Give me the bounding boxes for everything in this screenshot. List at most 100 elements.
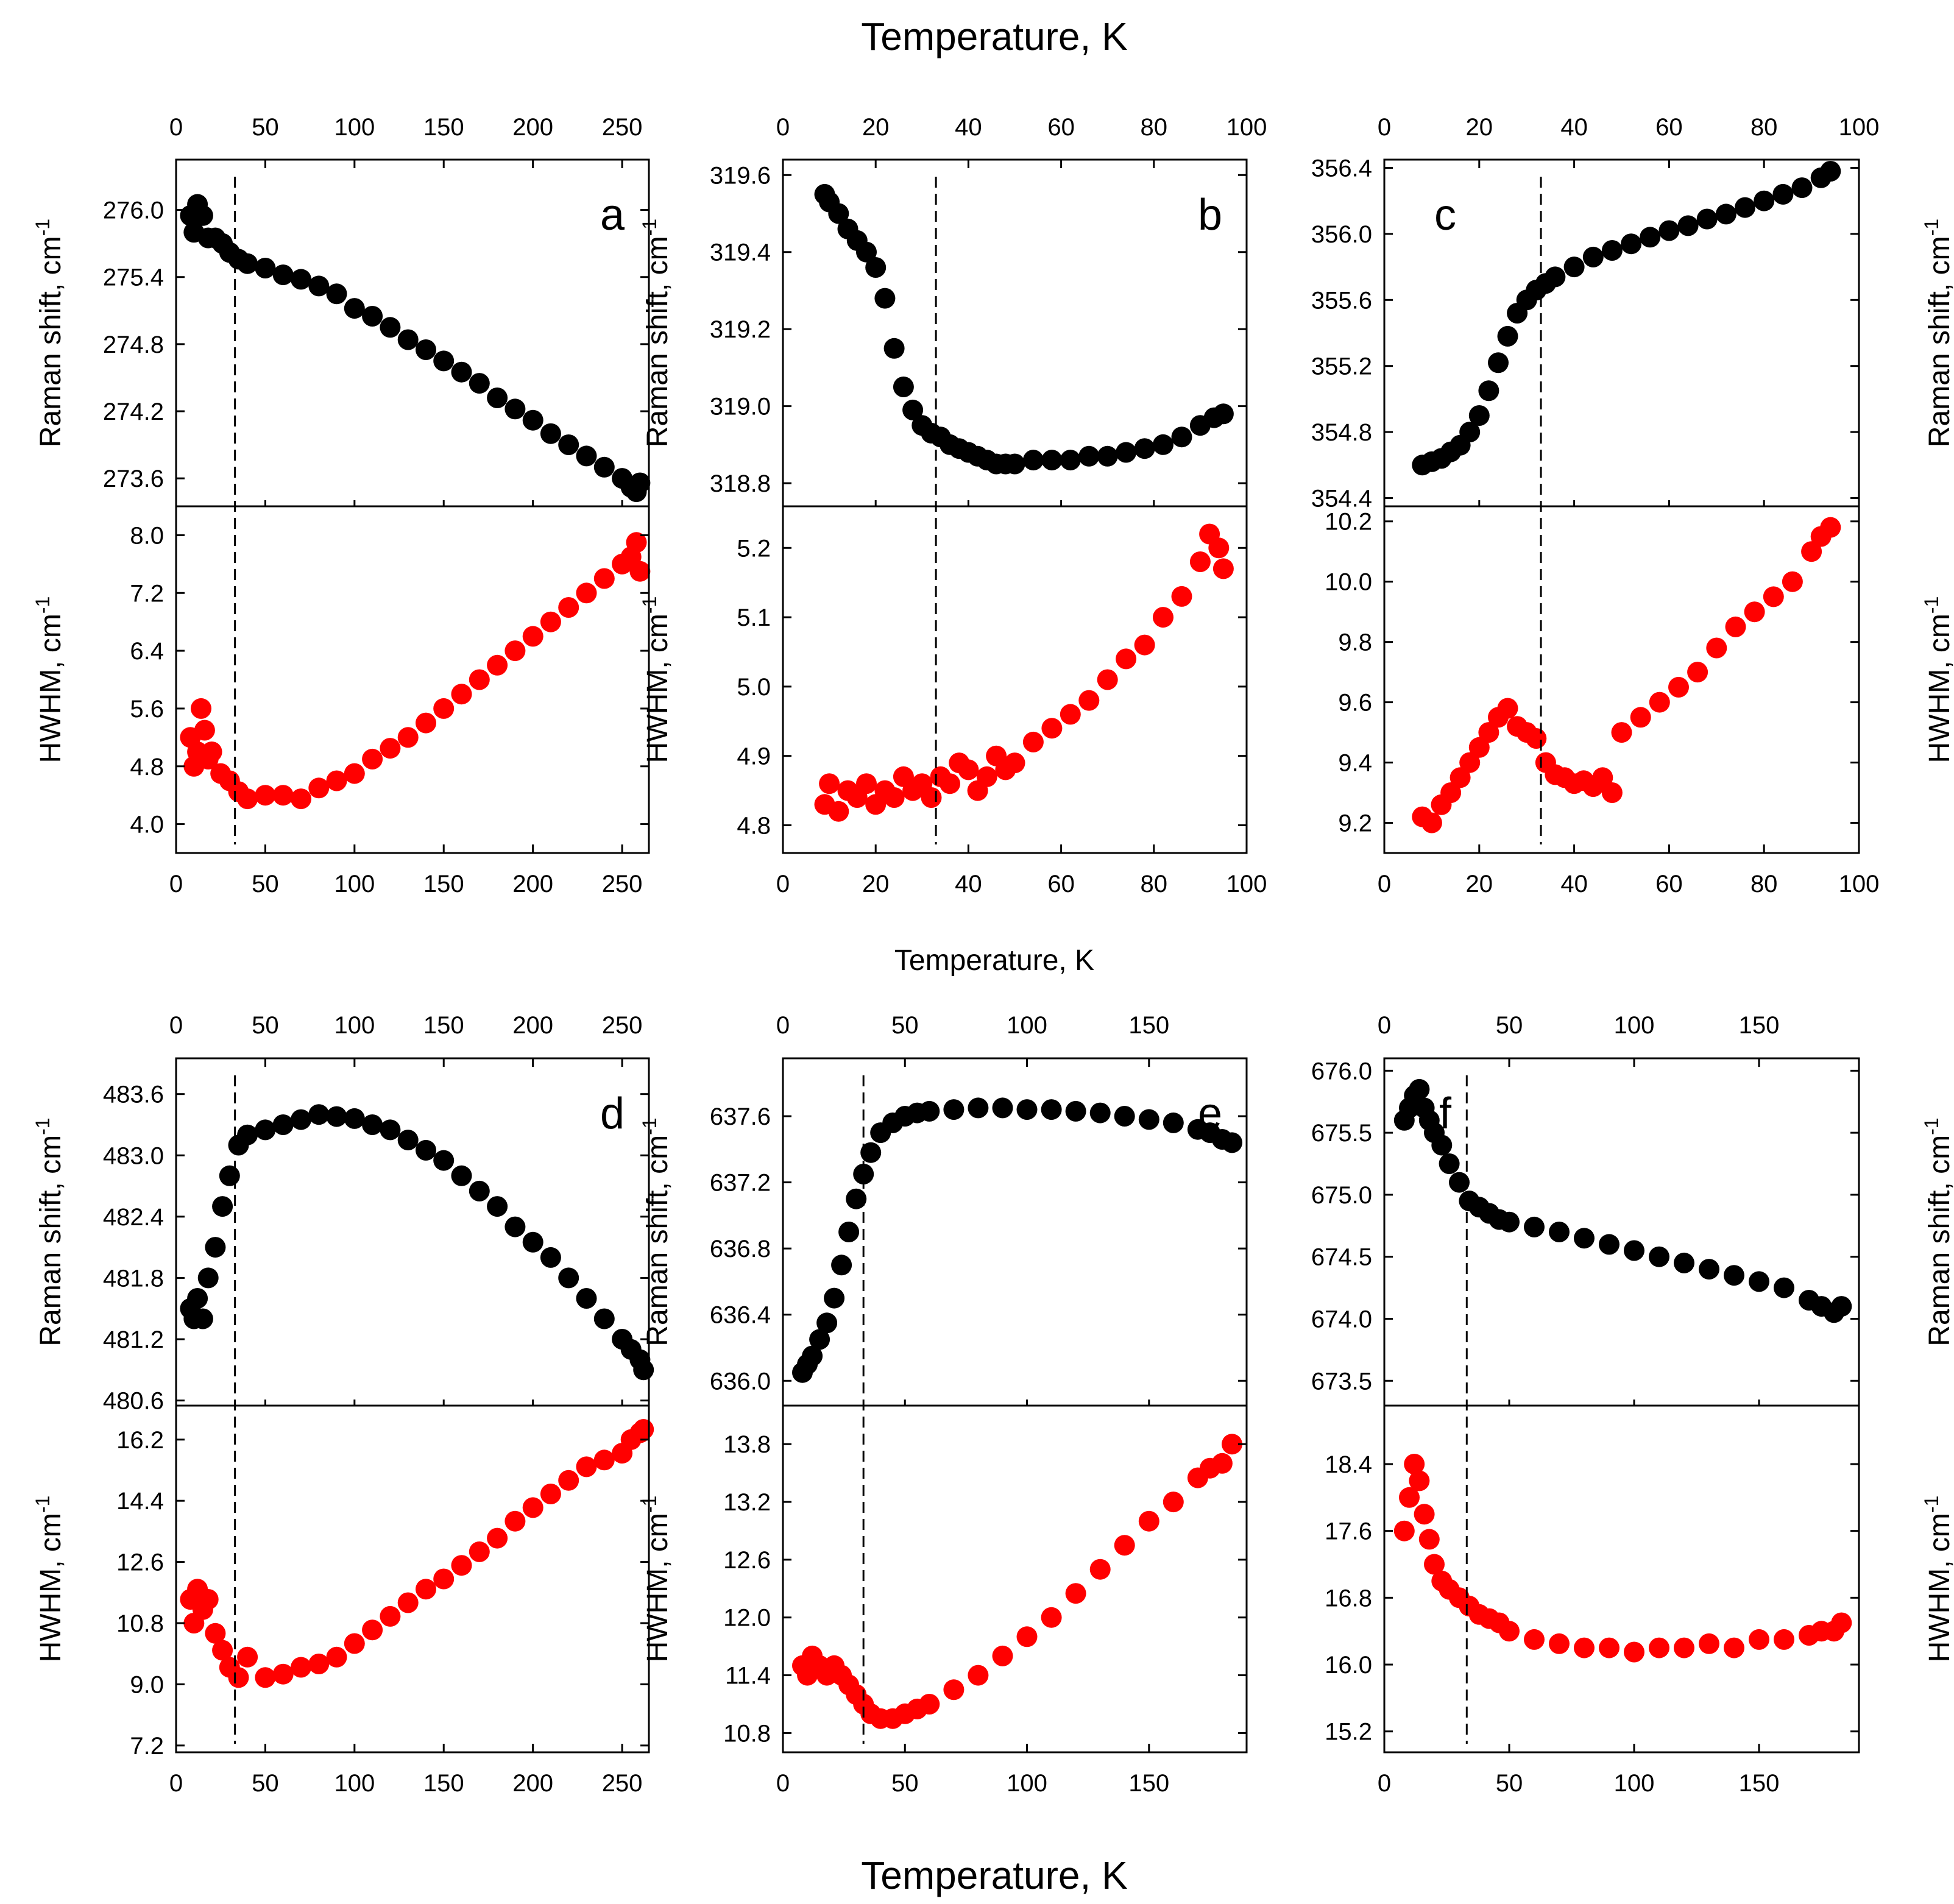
x-tick-label-bottom: 20 (862, 871, 890, 897)
data-point-raman-d (416, 1139, 436, 1161)
panel-c: 354.4 354.8 355.2 355.6 356.0 356.4 Raman shif… (1311, 114, 1954, 897)
data-point-hwhm-d (228, 1667, 249, 1688)
data-point-hwhm-c (1601, 782, 1623, 803)
data-point-hwhm-c (1459, 752, 1481, 773)
data-point-raman-d (326, 1106, 347, 1127)
data-point-raman-a (504, 398, 526, 420)
data-point-hwhm-b (1097, 669, 1118, 690)
data-point-raman-d (633, 1359, 654, 1381)
x-tick-label-top: 250 (602, 114, 643, 141)
data-point-hwhm-f (1749, 1629, 1769, 1650)
data-point-raman-b (1153, 434, 1173, 455)
data-point-hwhm-d (522, 1497, 543, 1518)
data-point-hwhm-d (593, 1449, 615, 1471)
data-point-raman-f (1431, 1134, 1453, 1156)
data-point-raman-c (1459, 422, 1481, 443)
y-axis-title-raman: Raman shift, cm-1 (639, 219, 674, 447)
y-tick-label-raman: 355.2 (1311, 353, 1372, 380)
x-tick-label-bottom: 50 (891, 1770, 919, 1797)
y-tick-label-raman: 636.8 (710, 1236, 771, 1262)
data-point-raman-a (255, 258, 276, 278)
data-point-raman-d (212, 1196, 233, 1217)
data-point-hwhm-b (940, 773, 960, 795)
data-point-raman-b (1212, 403, 1234, 425)
data-point-hwhm-e (1211, 1453, 1233, 1474)
x-tick-label-bottom: 250 (602, 871, 643, 897)
x-tick-label-bottom: 50 (252, 871, 279, 897)
data-point-raman-b (856, 241, 877, 263)
data-point-hwhm-d (433, 1568, 455, 1590)
y-tick-label-hwhm: 18.4 (1325, 1451, 1372, 1478)
y-tick-label-hwhm: 12.6 (723, 1547, 771, 1574)
y-tick-label-raman: 674.0 (1311, 1306, 1372, 1333)
data-point-hwhm-c (1782, 571, 1803, 592)
data-point-raman-a (451, 361, 472, 383)
data-point-raman-d (219, 1165, 240, 1186)
data-point-hwhm-c (1611, 722, 1632, 743)
y-tick-label-raman: 636.0 (710, 1368, 771, 1395)
data-point-raman-f (1774, 1277, 1794, 1298)
subplot-raman-a: 273.6 274.2 274.8 275.4 276.0 Raman shift, cm… (32, 194, 651, 503)
data-point-raman-c (1478, 380, 1499, 402)
data-point-raman-e (809, 1329, 830, 1350)
data-point-hwhm-c (1478, 722, 1499, 743)
data-point-hwhm-b (828, 801, 849, 822)
data-point-hwhm-f (1699, 1633, 1719, 1654)
data-point-raman-d (237, 1124, 258, 1145)
data-point-raman-b (1004, 453, 1025, 475)
data-point-hwhm-a (201, 741, 222, 762)
data-point-hwhm-c (1421, 812, 1442, 833)
y-tick-label-hwhm: 5.1 (737, 604, 771, 631)
x-tick-label-top: 100 (334, 1012, 375, 1039)
y-axis-title-raman: Raman shift, cm-1 (32, 1117, 67, 1346)
data-point-hwhm-d (469, 1541, 490, 1562)
data-point-hwhm-c (1592, 767, 1613, 788)
data-point-hwhm-e (919, 1694, 940, 1715)
y-tick-label-raman: 675.5 (1311, 1120, 1372, 1147)
y-tick-label-hwhm: 5.0 (737, 674, 771, 701)
data-point-hwhm-a (272, 785, 294, 806)
y-tick-label-raman: 356.0 (1311, 221, 1372, 248)
data-point-raman-f (1549, 1222, 1570, 1242)
y-tick-label-raman: 273.6 (103, 465, 164, 492)
data-point-raman-b (865, 257, 887, 278)
data-point-raman-b (1171, 426, 1192, 448)
panel-b: 318.8 319.0 319.2 319.4 319.6 Raman shift, cm… (639, 114, 1267, 897)
data-point-raman-e (853, 1164, 874, 1184)
data-point-raman-f (1624, 1240, 1644, 1261)
panel-letter-b: b (1198, 191, 1222, 239)
panel-letter-e: e (1198, 1089, 1222, 1138)
data-point-hwhm-c (1706, 637, 1727, 659)
data-point-raman-c (1621, 233, 1642, 255)
y-axis-title-hwhm: HWHM, cm-1 (639, 1496, 674, 1663)
data-point-hwhm-a (629, 561, 651, 582)
data-point-hwhm-a (451, 684, 472, 705)
x-tick-label-bottom: 0 (1378, 871, 1391, 897)
data-point-raman-a (540, 423, 561, 444)
subplot-raman-d: 480.6 481.2 481.8 482.4 483.0 483.6 Raman shif… (32, 1081, 654, 1415)
x-tick-label-top: 200 (512, 1012, 553, 1039)
data-point-raman-e (860, 1142, 882, 1163)
data-point-raman-e (824, 1287, 845, 1309)
data-point-raman-f (1574, 1228, 1595, 1249)
data-point-hwhm-e (943, 1679, 965, 1701)
y-tick-label-raman: 354.8 (1311, 419, 1372, 446)
x-tick-label-top: 80 (1141, 114, 1168, 141)
y-tick-label-raman: 675.0 (1311, 1182, 1372, 1209)
data-point-hwhm-b (1116, 648, 1137, 670)
data-point-raman-b (893, 377, 914, 397)
data-point-hwhm-b (1153, 607, 1173, 628)
data-point-raman-d (558, 1267, 579, 1289)
data-point-raman-c (1677, 215, 1699, 236)
data-point-hwhm-b (1171, 586, 1192, 607)
data-point-raman-d (362, 1114, 383, 1135)
y-tick-label-hwhm: 16.8 (1325, 1585, 1372, 1612)
panel-f: 673.5 674.0 674.5 675.0 675.5 676.0 Raman shif… (1311, 1012, 1954, 1797)
y-axis-title-raman: Raman shift, cm-1 (32, 219, 67, 447)
y-tick-label-hwhm: 9.4 (1338, 750, 1372, 777)
data-point-hwhm-a (397, 727, 419, 748)
data-point-hwhm-d (451, 1555, 472, 1576)
data-point-raman-a (558, 434, 579, 455)
y-tick-label-hwhm: 8.0 (130, 522, 164, 549)
y-tick-label-raman: 676.0 (1311, 1058, 1372, 1085)
